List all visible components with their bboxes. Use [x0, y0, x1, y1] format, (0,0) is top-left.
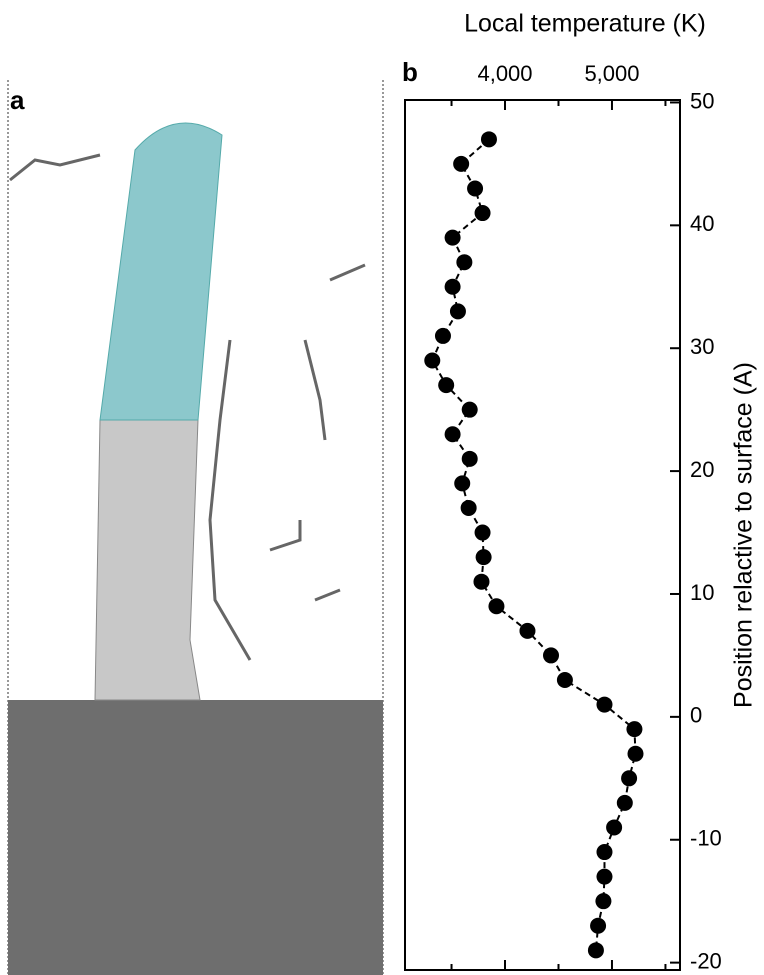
y-tick-label: 30 [690, 334, 714, 359]
data-point [621, 770, 638, 787]
data-point [456, 254, 473, 271]
data-point [587, 942, 604, 959]
tube-upper [99, 122, 223, 421]
data-point [474, 524, 491, 541]
x-tick-label: 4,000 [477, 61, 532, 86]
y-axis-title: Position relactive to surface (A) [730, 362, 758, 708]
data-line [431, 138, 637, 951]
tube-lower [94, 419, 201, 701]
data-point [590, 917, 607, 934]
data-point [438, 377, 455, 394]
data-point [461, 450, 478, 467]
data-point [449, 303, 466, 320]
panel-label: b [402, 57, 418, 87]
data-point [556, 672, 573, 688]
data-point [596, 844, 613, 861]
x-tick-label: 5,000 [584, 61, 639, 86]
panel-label: a [10, 85, 25, 115]
data-point [596, 868, 613, 885]
data-point [480, 131, 497, 148]
data-point [473, 573, 490, 590]
y-tick-label: 0 [690, 703, 702, 728]
data-point [424, 352, 441, 369]
data-point [519, 622, 536, 639]
data-point [596, 696, 613, 713]
data-point [434, 327, 451, 344]
y-tick-label: -10 [690, 826, 722, 851]
data-point [444, 426, 461, 443]
data-point [467, 180, 484, 197]
surface [8, 700, 383, 975]
y-tick-label: 40 [690, 211, 714, 236]
y-tick-label: 10 [690, 580, 714, 605]
y-tick-label: -20 [690, 948, 722, 973]
data-point [627, 745, 644, 762]
plot-frame [404, 99, 681, 971]
y-tick-label: 20 [690, 457, 714, 482]
data-point [606, 819, 623, 836]
data-point [474, 205, 491, 222]
data-point [616, 794, 633, 811]
data-point [460, 499, 477, 516]
data-point [454, 475, 471, 492]
data-point [453, 155, 470, 172]
data-point [444, 229, 461, 246]
data-point [444, 278, 461, 295]
y-tick-label: 50 [690, 88, 714, 113]
data-point [475, 549, 492, 566]
data-point [461, 401, 478, 418]
chains [9, 153, 366, 661]
data-point [543, 647, 560, 664]
data-point [626, 721, 643, 738]
x-axis-title: Local temperature (K) [464, 10, 706, 38]
simulation-image: a [7, 80, 384, 975]
data-point [595, 893, 612, 910]
data-point [488, 598, 505, 615]
